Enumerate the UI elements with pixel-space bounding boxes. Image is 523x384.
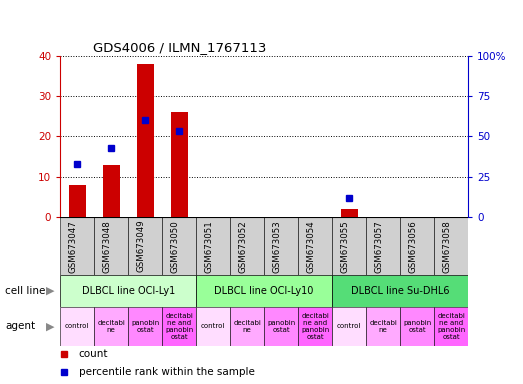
Bar [94, 217, 128, 275]
Text: control: control [65, 323, 89, 329]
Bar [332, 307, 366, 346]
Bar [298, 217, 332, 275]
Text: ▶: ▶ [46, 321, 54, 331]
Text: GSM673054: GSM673054 [306, 220, 315, 273]
Bar [230, 217, 264, 275]
Bar [332, 217, 366, 275]
Bar [196, 275, 332, 307]
Text: GDS4006 / ILMN_1767113: GDS4006 / ILMN_1767113 [93, 41, 266, 55]
Text: percentile rank within the sample: percentile rank within the sample [78, 366, 254, 377]
Bar [60, 275, 196, 307]
Bar [400, 217, 434, 275]
Bar [137, 64, 154, 217]
Bar [60, 307, 94, 346]
Text: decitabi
ne: decitabi ne [369, 320, 397, 333]
Text: GSM673058: GSM673058 [442, 220, 451, 273]
Text: decitabi
ne and
panobin
ostat: decitabi ne and panobin ostat [301, 313, 329, 340]
Text: agent: agent [5, 321, 36, 331]
Bar [94, 307, 128, 346]
Text: decitabi
ne: decitabi ne [97, 320, 125, 333]
Text: GSM673055: GSM673055 [340, 220, 349, 273]
Bar [400, 307, 434, 346]
Text: decitabi
ne and
panobin
ostat: decitabi ne and panobin ostat [165, 313, 194, 340]
Text: control: control [337, 323, 361, 329]
Bar [264, 307, 298, 346]
Text: DLBCL line OCI-Ly10: DLBCL line OCI-Ly10 [214, 286, 314, 296]
Bar [340, 209, 358, 217]
Text: GSM673047: GSM673047 [68, 220, 77, 273]
Text: cell line: cell line [5, 286, 46, 296]
Text: control: control [201, 323, 225, 329]
Bar [366, 217, 400, 275]
Text: DLBCL line OCI-Ly1: DLBCL line OCI-Ly1 [82, 286, 175, 296]
Bar [196, 307, 230, 346]
Text: panobin
ostat: panobin ostat [403, 320, 431, 333]
Bar [264, 217, 298, 275]
Bar [162, 307, 196, 346]
Bar [170, 112, 188, 217]
Bar [230, 307, 264, 346]
Text: DLBCL line Su-DHL6: DLBCL line Su-DHL6 [351, 286, 449, 296]
Bar [128, 217, 162, 275]
Bar [434, 307, 468, 346]
Text: GSM673057: GSM673057 [374, 220, 383, 273]
Bar [434, 217, 468, 275]
Text: count: count [78, 349, 108, 359]
Bar [298, 307, 332, 346]
Text: GSM673050: GSM673050 [170, 220, 179, 273]
Text: panobin
ostat: panobin ostat [131, 320, 160, 333]
Bar [332, 275, 468, 307]
Bar [69, 185, 86, 217]
Text: decitabi
ne: decitabi ne [233, 320, 261, 333]
Text: GSM673051: GSM673051 [204, 220, 213, 273]
Bar [162, 217, 196, 275]
Bar [103, 164, 120, 217]
Bar [366, 307, 400, 346]
Text: GSM673048: GSM673048 [102, 220, 111, 273]
Bar [128, 307, 162, 346]
Text: GSM673053: GSM673053 [272, 220, 281, 273]
Text: GSM673052: GSM673052 [238, 220, 247, 273]
Text: panobin
ostat: panobin ostat [267, 320, 295, 333]
Text: decitabi
ne and
panobin
ostat: decitabi ne and panobin ostat [437, 313, 465, 340]
Text: ▶: ▶ [46, 286, 54, 296]
Bar [196, 217, 230, 275]
Text: GSM673056: GSM673056 [408, 220, 417, 273]
Bar [60, 217, 94, 275]
Text: GSM673049: GSM673049 [136, 220, 145, 273]
